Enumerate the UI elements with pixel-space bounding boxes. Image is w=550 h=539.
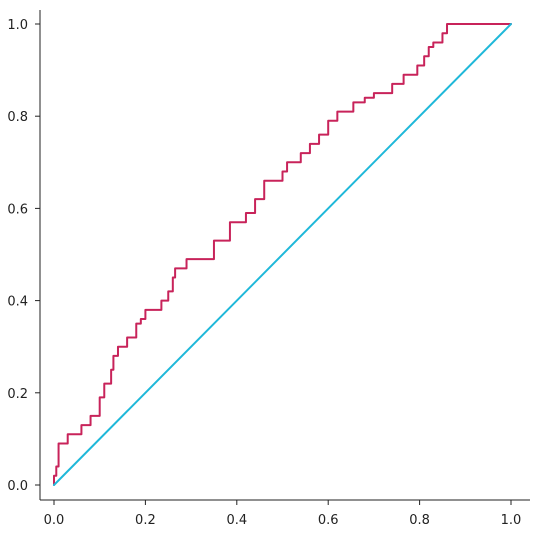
reference-diagonal-line	[53, 23, 512, 486]
y-tick-label: 0.2	[7, 387, 28, 402]
y-tick-label: 0.8	[7, 110, 28, 125]
x-tick-label: 0.2	[135, 513, 156, 528]
roc-curve-line	[53, 23, 512, 486]
x-tick-label: 0.6	[318, 513, 339, 528]
x-tick-label: 0.4	[226, 513, 247, 528]
x-tick-label: 1.0	[501, 513, 522, 528]
axes	[39, 10, 530, 501]
x-tick-label: 0.8	[409, 513, 430, 528]
y-tick-label: 0.6	[7, 202, 28, 217]
y-tick-label: 1.0	[7, 18, 28, 33]
y-ticks: 0.0 0.2 0.4 0.6 0.8 1.0	[7, 18, 40, 494]
plot-series	[53, 23, 512, 486]
x-ticks: 0.0 0.2 0.4 0.6 0.8 1.0	[44, 500, 522, 528]
y-tick-label: 0.4	[7, 295, 28, 310]
y-tick-label: 0.0	[7, 479, 28, 494]
x-tick-label: 0.0	[44, 513, 65, 528]
